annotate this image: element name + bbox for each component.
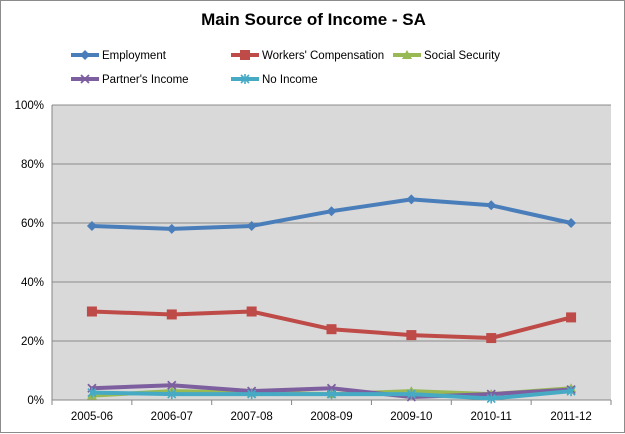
data-point-no-income xyxy=(326,389,337,400)
data-point-no-income xyxy=(247,389,257,400)
data-point-employment xyxy=(486,200,497,211)
data-point-employment xyxy=(326,206,337,217)
y-tick-label: 0% xyxy=(27,395,44,407)
data-point-employment xyxy=(566,218,577,228)
legend-label-social-security: Social Security xyxy=(424,50,500,62)
data-point-no-income xyxy=(167,389,177,400)
x-tick-label: 2010-11 xyxy=(471,411,512,423)
data-point-workers-compensation xyxy=(246,306,257,317)
data-point-no-income xyxy=(87,387,97,398)
legend-label-partner-s-income: Partner's Income xyxy=(102,74,189,86)
data-point-workers-compensation xyxy=(326,324,337,335)
data-point-no-income xyxy=(486,393,496,404)
y-tick-label: 100% xyxy=(15,100,44,112)
x-tick-label: 2011-12 xyxy=(550,411,591,423)
legend-marker-no-income xyxy=(240,74,250,84)
y-tick-label: 80% xyxy=(21,159,44,171)
data-point-workers-compensation xyxy=(166,309,177,320)
data-point-employment xyxy=(86,220,97,231)
plot-background xyxy=(52,105,611,400)
data-point-employment xyxy=(406,194,417,205)
x-tick-label: 2008-09 xyxy=(310,411,352,423)
legend-marker-social-security xyxy=(402,50,412,59)
data-point-no-income xyxy=(406,389,416,400)
x-tick-label: 2006-07 xyxy=(151,411,193,423)
x-tick-label: 2007-08 xyxy=(231,411,273,423)
legend-label-no-income: No Income xyxy=(262,74,318,86)
legend-marker-employment xyxy=(80,50,90,60)
y-tick-label: 60% xyxy=(21,218,44,230)
legend-label-employment: Employment xyxy=(102,50,167,62)
y-tick-label: 40% xyxy=(21,277,44,289)
legend-marker-workers-compensation xyxy=(240,50,250,60)
data-point-employment xyxy=(246,220,257,231)
data-point-no-income xyxy=(566,386,576,397)
x-tick-label: 2005-06 xyxy=(71,411,113,423)
data-point-workers-compensation xyxy=(566,312,577,323)
data-point-employment xyxy=(166,223,177,234)
legend-label-workers-compensation: Workers' Compensation xyxy=(262,50,384,62)
data-point-workers-compensation xyxy=(486,333,497,344)
data-point-workers-compensation xyxy=(406,330,417,341)
data-point-partner-s-income xyxy=(167,380,177,390)
data-point-workers-compensation xyxy=(86,306,97,317)
legend-marker-partner-s-income xyxy=(80,74,90,84)
chart-title: Main Source of Income - SA xyxy=(201,10,426,29)
y-tick-label: 20% xyxy=(21,336,44,348)
x-tick-label: 2009-10 xyxy=(390,411,432,423)
